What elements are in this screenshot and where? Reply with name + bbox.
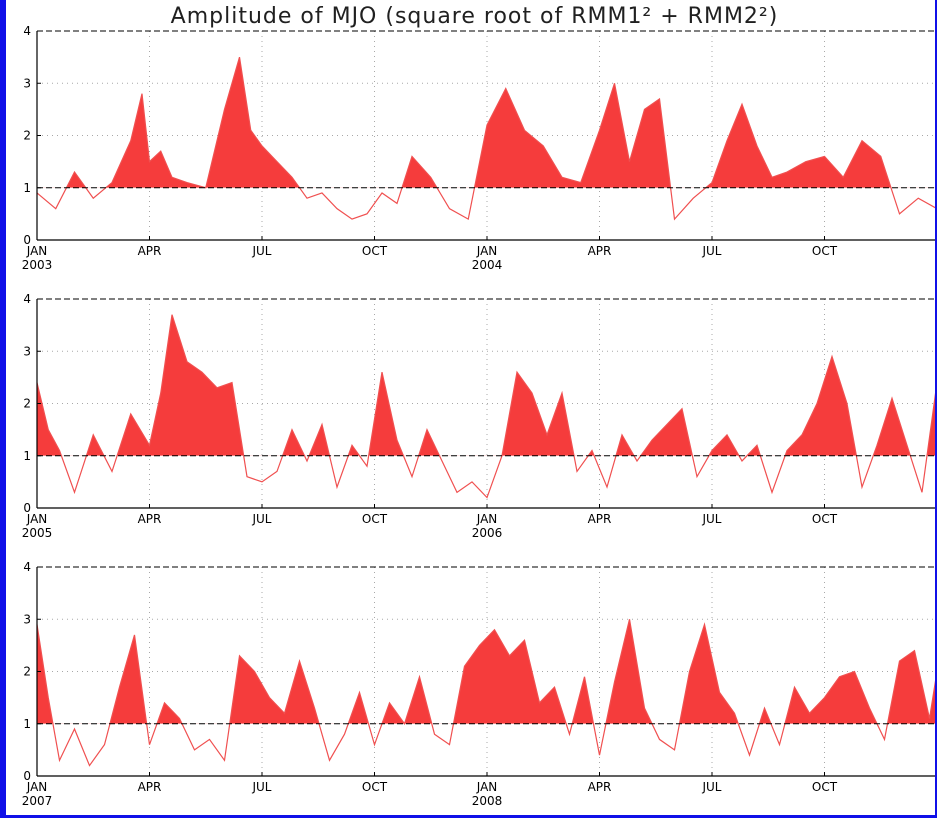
y-tick-label: 2	[23, 397, 31, 411]
y-tick-label: 0	[23, 769, 31, 783]
x-tick-label: JUL	[701, 512, 721, 526]
x-year-label: 2008	[472, 794, 503, 808]
y-tick-label: 0	[23, 501, 31, 515]
y-tick-label: 3	[23, 76, 31, 90]
y-tick-label: 4	[23, 24, 31, 38]
y-tick-label: 1	[23, 181, 31, 195]
area-above-threshold	[37, 57, 935, 188]
x-tick-label: JUL	[701, 244, 721, 258]
y-tick-label: 1	[23, 449, 31, 463]
area-above-threshold	[37, 619, 935, 724]
y-tick-label: 2	[23, 129, 31, 143]
x-tick-label: JAN	[26, 244, 48, 258]
y-tick-label: 3	[23, 612, 31, 626]
x-tick-label: JAN	[476, 780, 498, 794]
x-tick-label: APR	[588, 780, 612, 794]
y-tick-label: 2	[23, 665, 31, 679]
x-tick-label: JAN	[476, 512, 498, 526]
x-tick-label: JAN	[476, 244, 498, 258]
x-tick-label: APR	[138, 244, 162, 258]
x-tick-label: OCT	[812, 780, 838, 794]
x-tick-label: JUL	[251, 244, 271, 258]
x-tick-label: OCT	[812, 512, 838, 526]
x-year-label: 2006	[472, 526, 503, 540]
y-tick-label: 4	[23, 560, 31, 574]
x-tick-label: OCT	[362, 512, 388, 526]
x-tick-label: JUL	[251, 512, 271, 526]
x-tick-label: JAN	[26, 512, 48, 526]
y-tick-label: 1	[23, 717, 31, 731]
x-tick-label: APR	[588, 512, 612, 526]
x-year-label: 2005	[22, 526, 53, 540]
y-tick-label: 0	[23, 233, 31, 247]
x-tick-label: OCT	[812, 244, 838, 258]
x-tick-label: APR	[588, 244, 612, 258]
x-tick-label: OCT	[362, 780, 388, 794]
x-year-label: 2003	[22, 258, 53, 272]
x-year-label: 2007	[22, 794, 53, 808]
x-tick-label: APR	[138, 780, 162, 794]
x-tick-label: JUL	[701, 780, 721, 794]
chart-title: Amplitude of MJO (square root of RMM1² +…	[170, 4, 779, 29]
y-tick-label: 3	[23, 344, 31, 358]
amplitude-line	[36, 56, 935, 221]
amplitude-line	[36, 314, 935, 499]
area-above-threshold	[37, 314, 935, 456]
x-tick-label: JAN	[26, 780, 48, 794]
x-tick-label: OCT	[362, 244, 388, 258]
x-year-label: 2004	[472, 258, 503, 272]
x-tick-label: APR	[138, 512, 162, 526]
y-tick-label: 4	[23, 292, 31, 306]
x-tick-label: JUL	[251, 780, 271, 794]
